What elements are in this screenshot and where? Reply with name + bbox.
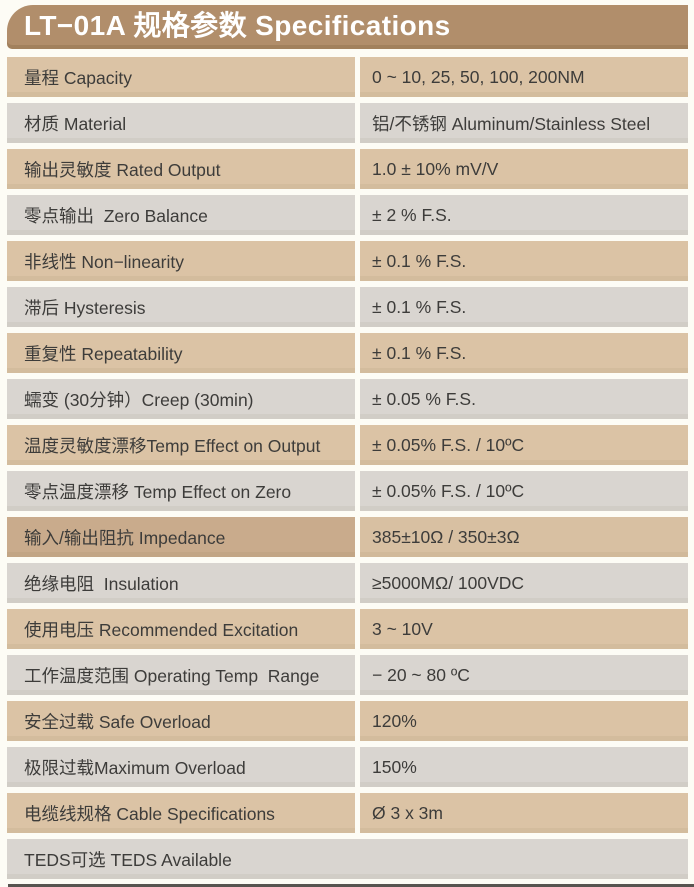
- spec-value-cell: ± 0.05% F.S. / 10ºC: [360, 425, 688, 465]
- spec-value-cell: ≥5000MΩ/ 100VDC: [360, 563, 688, 603]
- table-row: 重复性 Repeatability ± 0.1 % F.S.: [7, 333, 688, 373]
- spec-value-cell: ± 2 % F.S.: [360, 195, 688, 235]
- table-row: 极限过载Maximum Overload 150%: [7, 747, 688, 787]
- table-row: 温度灵敏度漂移Temp Effect on Output ± 0.05% F.S…: [7, 425, 688, 465]
- spec-label-cell: 电缆线规格 Cable Specifications: [7, 793, 355, 833]
- table-row: 蠕变 (30分钟）Creep (30min) ± 0.05 % F.S.: [7, 379, 688, 419]
- spec-value-cell: ± 0.05% F.S. / 10ºC: [360, 471, 688, 511]
- spec-label-cell: 输出灵敏度 Rated Output: [7, 149, 355, 189]
- table-row: 滞后 Hysteresis ± 0.1 % F.S.: [7, 287, 688, 327]
- spec-value-cell: 0 ~ 10, 25, 50, 100, 200NM: [360, 57, 688, 97]
- spec-label-cell: 安全过载 Safe Overload: [7, 701, 355, 741]
- spec-value-cell: − 20 ~ 80 ºC: [360, 655, 688, 695]
- bottom-divider: [8, 884, 694, 887]
- spec-value-cell: ± 0.1 % F.S.: [360, 287, 688, 327]
- table-row: 材质 Material 铝/不锈钢 Aluminum/Stainless Ste…: [7, 103, 688, 143]
- table-row: 使用电压 Recommended Excitation 3 ~ 10V: [7, 609, 688, 649]
- page-title: LT−01A 规格参数 Specifications: [24, 9, 451, 41]
- table-row: 输出灵敏度 Rated Output 1.0 ± 10% mV/V: [7, 149, 688, 189]
- table-row: TEDS可选 TEDS Available: [7, 839, 688, 879]
- spec-label-cell: 输入/输出阻抗 Impedance: [7, 517, 355, 557]
- spec-value-cell: 150%: [360, 747, 688, 787]
- spec-label-cell: 绝缘电阻 Insulation: [7, 563, 355, 603]
- spec-value-cell: 1.0 ± 10% mV/V: [360, 149, 688, 189]
- spec-label-cell: 使用电压 Recommended Excitation: [7, 609, 355, 649]
- spec-label-cell: 极限过载Maximum Overload: [7, 747, 355, 787]
- table-row: 零点温度漂移 Temp Effect on Zero ± 0.05% F.S. …: [7, 471, 688, 511]
- spec-label-cell: 量程 Capacity: [7, 57, 355, 97]
- spec-label-cell: 非线性 Non−linearity: [7, 241, 355, 281]
- spec-value-cell: 3 ~ 10V: [360, 609, 688, 649]
- spec-value-cell: ± 0.1 % F.S.: [360, 333, 688, 373]
- table-row: 安全过载 Safe Overload 120%: [7, 701, 688, 741]
- spec-label-cell: 重复性 Repeatability: [7, 333, 355, 373]
- spec-value-cell: 120%: [360, 701, 688, 741]
- spec-label-cell: 工作温度范围 Operating Temp Range: [7, 655, 355, 695]
- spec-label-cell: 零点输出 Zero Balance: [7, 195, 355, 235]
- spec-label-cell: TEDS可选 TEDS Available: [7, 839, 688, 879]
- spec-value-cell: ± 0.1 % F.S.: [360, 241, 688, 281]
- spec-value-cell: Ø 3 x 3m: [360, 793, 688, 833]
- table-row: 非线性 Non−linearity ± 0.1 % F.S.: [7, 241, 688, 281]
- spec-label-cell: 滞后 Hysteresis: [7, 287, 355, 327]
- table-row: 量程 Capacity 0 ~ 10, 25, 50, 100, 200NM: [7, 57, 688, 97]
- spec-label-cell: 温度灵敏度漂移Temp Effect on Output: [7, 425, 355, 465]
- spec-value-cell: ± 0.05 % F.S.: [360, 379, 688, 419]
- table-row: 工作温度范围 Operating Temp Range − 20 ~ 80 ºC: [7, 655, 688, 695]
- spec-value-cell: 铝/不锈钢 Aluminum/Stainless Steel: [360, 103, 688, 143]
- spec-label-cell: 材质 Material: [7, 103, 355, 143]
- spec-table: 量程 Capacity 0 ~ 10, 25, 50, 100, 200NM 材…: [7, 57, 688, 885]
- table-row: 零点输出 Zero Balance ± 2 % F.S.: [7, 195, 688, 235]
- table-row: 电缆线规格 Cable Specifications Ø 3 x 3m: [7, 793, 688, 833]
- table-row: 输入/输出阻抗 Impedance 385±10Ω / 350±3Ω: [7, 517, 688, 557]
- spec-label-cell: 蠕变 (30分钟）Creep (30min): [7, 379, 355, 419]
- spec-value-cell: 385±10Ω / 350±3Ω: [360, 517, 688, 557]
- page-title-bar: LT−01A 规格参数 Specifications: [7, 5, 688, 49]
- spec-label-cell: 零点温度漂移 Temp Effect on Zero: [7, 471, 355, 511]
- table-row: 绝缘电阻 Insulation ≥5000MΩ/ 100VDC: [7, 563, 688, 603]
